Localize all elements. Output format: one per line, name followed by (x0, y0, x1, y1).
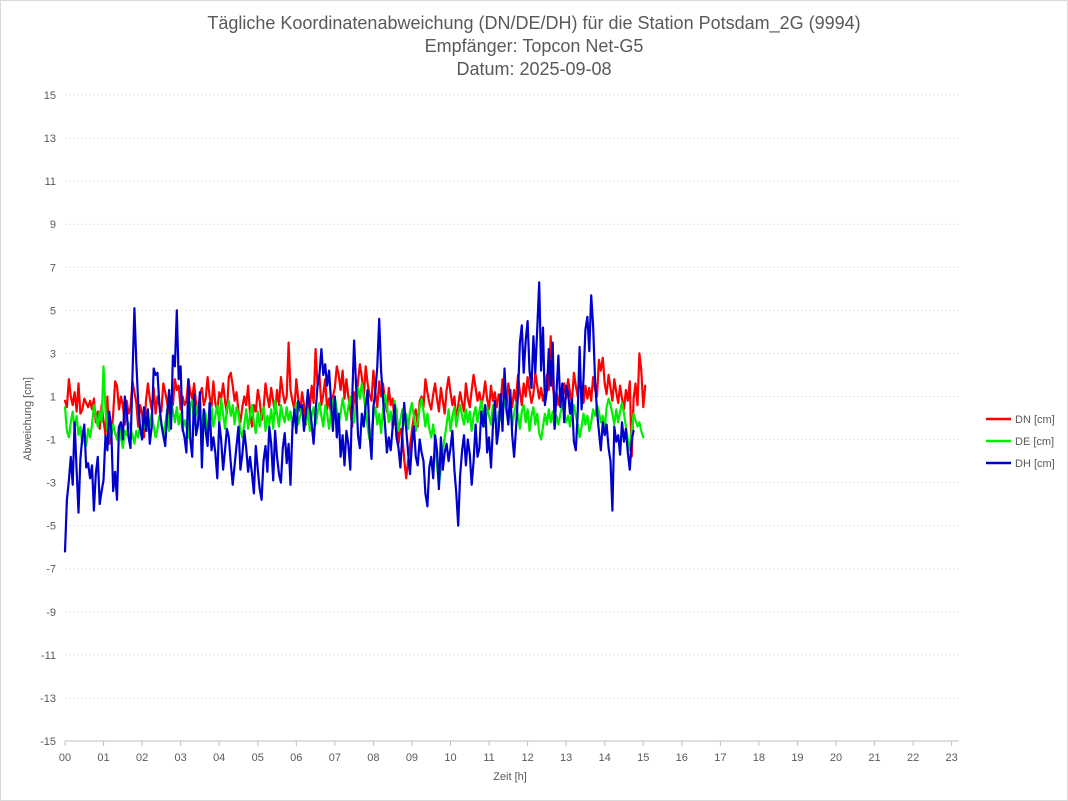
y-tick-label: 9 (50, 219, 56, 231)
y-tick-label: -11 (41, 650, 56, 662)
chart-title-line-1: Tägliche Koordinatenabweichung (DN/DE/DH… (207, 13, 860, 34)
x-tick-label: 14 (599, 752, 611, 764)
x-tick-label: 07 (329, 752, 341, 764)
x-tick-label: 02 (136, 752, 148, 764)
x-tick-label: 06 (290, 752, 302, 764)
y-tick-label: 13 (44, 133, 56, 145)
x-axis-ticks: 00 01 02 03 04 05 06 07 08 09 10 11 12 13 14 15 16 17 18 19… (59, 740, 959, 764)
y-axis-ticks: 15 13 11 9 7 5 3 1 -1 -3 -5 -7 -9 -11 -13 -15 (40, 90, 56, 748)
x-tick-label: 01 (97, 752, 109, 764)
series-line-dn (63, 335, 647, 480)
x-tick-label: 20 (830, 752, 842, 764)
legend: DN [cm] DE [cm] DH [cm] (986, 414, 1055, 470)
chart-title-line-2: Empfänger: Topcon Net-G5 (425, 36, 644, 56)
series-line-dh (63, 281, 635, 553)
x-tick-label: 12 (521, 752, 533, 764)
x-tick-label: 10 (444, 752, 456, 764)
chart-title-line-3: Datum: 2025-09-08 (456, 59, 611, 79)
y-tick-label: -5 (46, 521, 56, 533)
x-tick-label: 00 (59, 752, 71, 764)
x-tick-label: 13 (560, 752, 572, 764)
y-tick-label: 3 (50, 348, 56, 360)
x-tick-label: 11 (483, 752, 494, 764)
x-tick-label: 16 (676, 752, 688, 764)
x-tick-label: 22 (907, 752, 919, 764)
y-tick-label: 1 (50, 391, 56, 403)
x-tick-label: 18 (753, 752, 765, 764)
x-tick-label: 19 (791, 752, 803, 764)
x-tick-label: 05 (252, 752, 264, 764)
y-tick-label: 5 (50, 305, 56, 317)
legend-label-dn: DN [cm] (1015, 414, 1055, 426)
x-tick-label: 03 (175, 752, 187, 764)
y-axis-title: Abweichung [cm] (22, 377, 34, 461)
y-tick-label: -3 (46, 478, 56, 490)
x-tick-label: 09 (406, 752, 418, 764)
x-tick-label: 04 (213, 752, 225, 764)
y-tick-label: -7 (46, 564, 56, 576)
x-tick-label: 23 (946, 752, 958, 764)
x-tick-label: 08 (367, 752, 379, 764)
y-tick-label: -13 (40, 693, 56, 705)
x-tick-label: 15 (637, 752, 649, 764)
y-tick-label: -1 (46, 435, 56, 447)
y-tick-label: 11 (45, 176, 56, 188)
x-axis-title: Zeit [h] (493, 771, 527, 783)
x-tick-label: 21 (868, 752, 880, 764)
legend-label-dh: DH [cm] (1015, 458, 1055, 470)
x-tick-label: 17 (714, 752, 726, 764)
y-tick-label: 15 (44, 90, 56, 102)
series-lines (63, 281, 647, 553)
y-tick-label: -15 (40, 736, 56, 748)
legend-label-de: DE [cm] (1015, 436, 1054, 448)
y-tick-label: -9 (46, 607, 56, 619)
y-tick-label: 7 (50, 262, 56, 274)
